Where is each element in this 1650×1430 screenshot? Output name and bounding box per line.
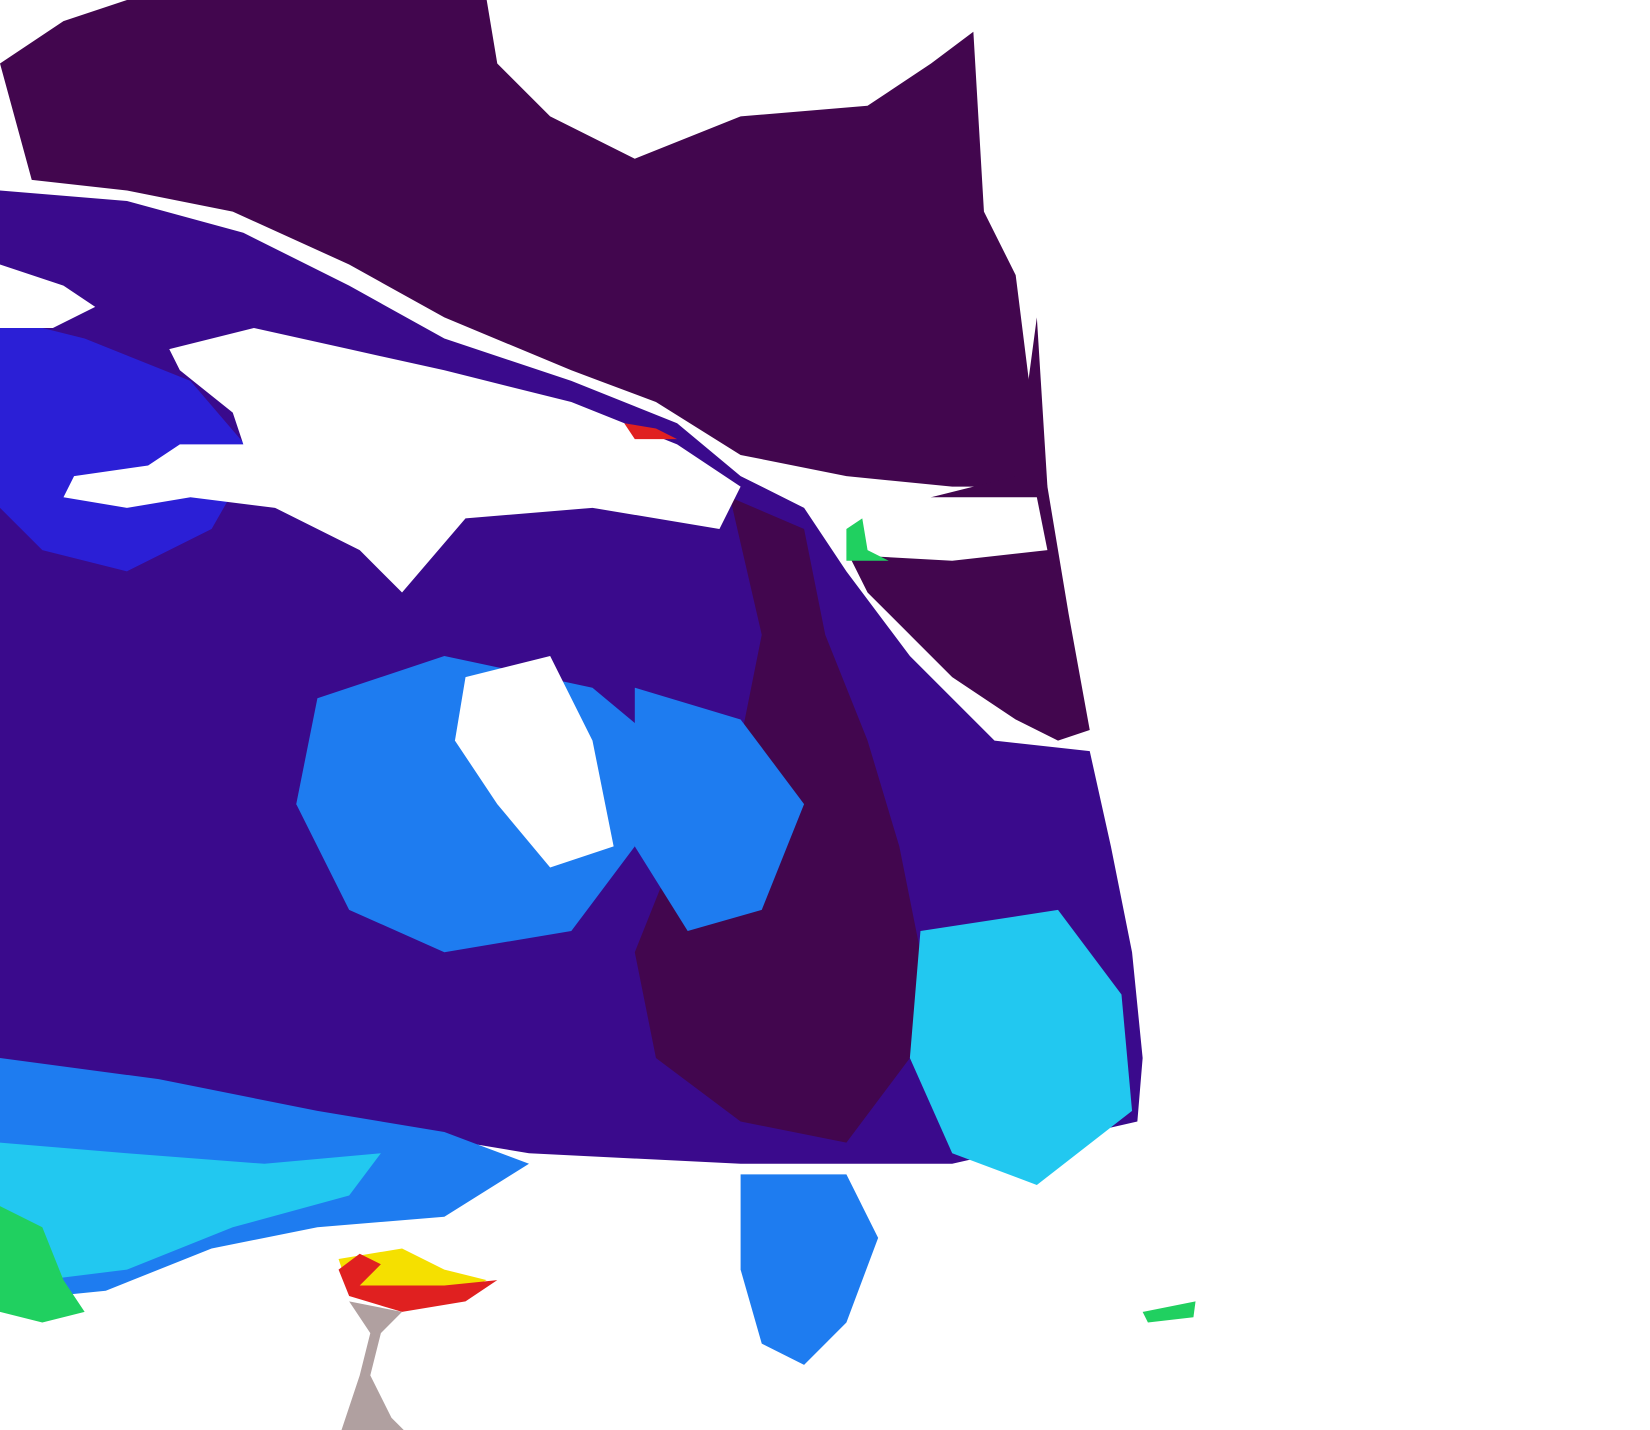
no-data-west [0, 264, 96, 328]
no-data-cloud-center [454, 655, 614, 868]
no-data-east-strip [856, 497, 1048, 561]
coast-high-east [846, 518, 889, 561]
sea-southeast-patch [740, 1174, 879, 1365]
sea-mid-blue [0, 317, 254, 572]
land-mask-north [0, 0, 1048, 487]
no-data-island-north [63, 327, 741, 593]
sea-south-cyan [0, 1142, 381, 1281]
sea-east-cyan [909, 909, 1133, 1185]
coast-high-south [0, 1206, 85, 1323]
flag-plume [341, 1301, 404, 1430]
coast-high-southeast [1142, 1301, 1196, 1323]
sea-mid-east [634, 687, 805, 932]
coast-extreme-south [338, 1253, 498, 1312]
coast-extreme-north [624, 423, 678, 440]
